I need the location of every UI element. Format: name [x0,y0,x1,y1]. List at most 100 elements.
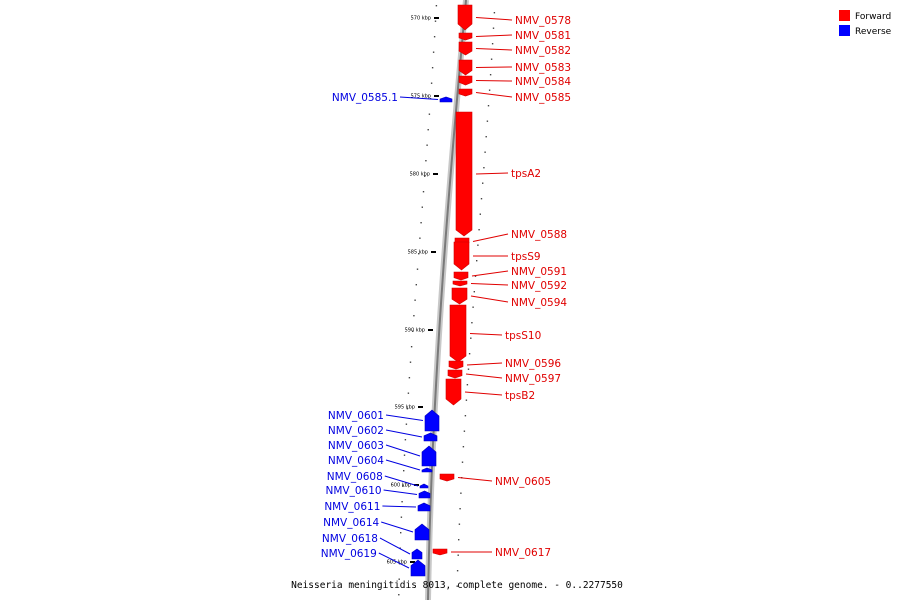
reverse-gene-arrow[interactable] [411,548,423,560]
marker-dot-left [407,392,410,394]
forward-gene-label[interactable]: tpsA2 [511,168,541,180]
reverse-gene-label[interactable]: NMV_0604 [328,455,384,467]
marker-dot-right [474,275,477,277]
forward-gene-label[interactable]: NMV_0583 [515,62,571,74]
marker-dot-left [399,547,401,549]
marker-dot-left [427,129,429,131]
forward-gene-label[interactable]: NMV_0617 [495,547,551,559]
forward-gene-label[interactable]: NMV_0582 [515,45,571,57]
forward-gene-label[interactable]: tpsB2 [505,390,535,402]
reverse-gene-arrow[interactable] [421,445,437,467]
marker-dot-right [473,291,475,293]
position-markers [398,5,496,596]
forward-gene-arrow[interactable] [457,4,473,31]
forward-gene-label[interactable]: NMV_0594 [511,297,567,309]
forward-gene-label[interactable]: tpsS10 [505,330,541,342]
forward-gene-label[interactable]: tpsS9 [511,251,541,263]
marker-dot-right [480,198,483,200]
tick-mark [434,95,439,97]
marker-dot-right [467,368,470,370]
marker-dot-left [424,175,426,177]
marker-dot-left [402,485,404,487]
reverse-gene-label[interactable]: NMV_0614 [323,517,379,529]
legend-swatch-reverse [839,25,850,36]
forward-gene-arrow[interactable] [458,75,473,86]
forward-gene-label[interactable]: NMV_0591 [511,266,567,278]
marker-dot-right [489,74,492,76]
forward-gene-arrow[interactable] [445,378,462,406]
reverse-gene-label[interactable]: NMV_0619 [321,548,377,560]
reverse-gene-label[interactable]: NMV_0610 [326,485,382,497]
forward-gene-label[interactable]: NMV_0588 [511,229,567,241]
forward-gene-label[interactable]: NMV_0605 [495,476,551,488]
reverse-gene-arrow[interactable] [423,432,438,442]
marker-dot-right [458,523,461,525]
forward-gene-label[interactable]: NMV_0584 [515,76,571,88]
reverse-genes[interactable]: NMV_0585.1 NMV_0601 NMV_0602 NMV_0603 NMV_06… [321,92,453,577]
forward-gene-arrow[interactable] [449,304,467,363]
tick-mark [434,17,439,19]
forward-gene-label[interactable]: NMV_0581 [515,30,571,42]
forward-gene-label[interactable]: NMV_0597 [505,373,561,385]
marker-dot-left [400,532,402,534]
reverse-gene-arrow[interactable] [439,96,453,103]
forward-gene-arrow[interactable] [458,41,473,56]
marker-dot-right [464,415,467,417]
forward-gene-arrow[interactable] [453,241,470,271]
tick-mark [431,251,436,253]
forward-gene-leader [466,362,503,366]
reverse-gene-label[interactable]: NMV_0611 [324,501,380,513]
reverse-gene-label[interactable]: NMV_0618 [322,533,378,545]
forward-gene-label[interactable]: NMV_0592 [511,280,567,292]
forward-gene-arrow[interactable] [452,280,468,287]
forward-gene-arrow[interactable] [458,59,473,76]
forward-gene-leader [471,270,509,277]
forward-gene-arrow[interactable] [451,287,468,305]
reverse-gene-leader [379,537,411,555]
reverse-gene-arrow[interactable] [424,409,440,432]
genome-caption: Neisseria meningitidis 8013, complete ge… [291,580,623,591]
legend-swatch-forward [839,10,850,21]
marker-dot-left [403,454,406,456]
reverse-gene-arrow[interactable] [418,490,431,499]
tick-label: 575 kbp [411,94,431,100]
forward-gene-leader [475,92,513,98]
forward-genes[interactable]: NMV_0578 NMV_0581 NMV_0582 NMV_0583 NMV_0584… [432,4,571,559]
forward-gene-arrow[interactable] [447,369,463,379]
marker-dot-left [401,501,403,503]
forward-gene-arrow[interactable] [432,548,448,556]
marker-dot-right [468,353,471,355]
reverse-gene-label[interactable]: NMV_0602 [328,425,384,437]
reverse-gene-arrow[interactable] [421,467,433,473]
forward-gene-leader [475,17,513,21]
forward-gene-leader [465,373,503,379]
forward-gene-arrow[interactable] [455,111,473,237]
marker-dot-left [434,20,437,22]
forward-gene-label[interactable]: NMV_0585 [515,92,571,104]
marker-dot-right [462,446,465,448]
forward-gene-label[interactable]: NMV_0578 [515,15,571,27]
marker-dot-left [418,253,420,255]
forward-gene-arrow[interactable] [448,360,464,370]
tick-label: 590 kbp [405,328,425,334]
reverse-gene-arrow[interactable] [419,483,429,489]
reverse-gene-label[interactable]: NMV_0603 [328,440,384,452]
legend-label-reverse: Reverse [855,27,892,37]
reverse-gene-arrow[interactable] [414,523,430,541]
forward-gene-label[interactable]: NMV_0596 [505,358,561,370]
reverse-gene-label[interactable]: NMV_0601 [328,410,384,422]
marker-dot-right [493,12,496,14]
forward-gene-arrow[interactable] [458,88,473,97]
reverse-gene-label[interactable]: NMV_0585.1 [332,92,398,104]
forward-gene-arrow[interactable] [458,32,473,41]
reverse-gene-label[interactable]: NMV_0608 [327,471,383,483]
reverse-gene-leader [385,429,423,438]
reverse-gene-arrow[interactable] [410,559,426,577]
marker-dot-left [406,408,409,410]
forward-gene-arrow[interactable] [439,473,455,482]
reverse-gene-leader [382,505,417,508]
reverse-gene-arrow[interactable] [417,502,431,512]
forward-gene-arrow[interactable] [453,271,469,281]
marker-dot-right [479,213,481,215]
